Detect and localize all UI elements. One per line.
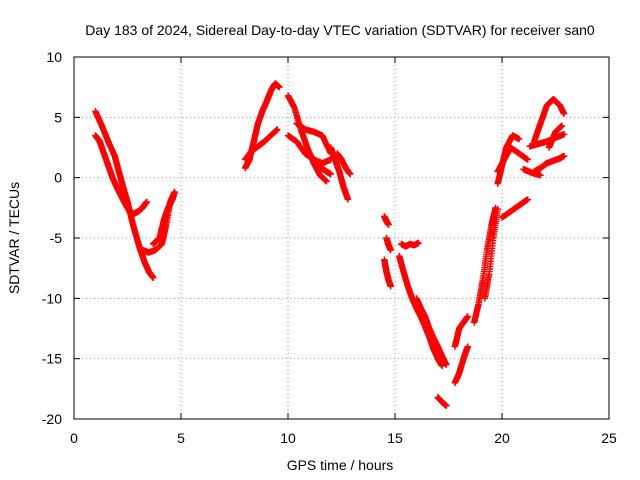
series-arc11 — [327, 144, 352, 203]
series-arc28 — [530, 96, 568, 145]
series-arc6 — [242, 126, 281, 163]
series-arc13 — [381, 213, 392, 228]
x-tick-label: 5 — [177, 430, 185, 446]
series-arc20 — [451, 343, 471, 386]
x-tick-label: 0 — [70, 430, 78, 446]
series-arc5 — [242, 80, 283, 172]
y-tick-label: 0 — [54, 170, 62, 186]
series-arc21 — [451, 313, 471, 350]
x-tick-labels: 0 5 10 15 20 25 — [70, 430, 617, 446]
series-arc26 — [498, 196, 531, 221]
y-tick-label: -10 — [42, 290, 62, 306]
series-arc16 — [398, 239, 422, 250]
series-arc15 — [381, 256, 394, 290]
y-tick-label: -5 — [50, 230, 63, 246]
y-tick-label: -20 — [42, 411, 62, 427]
x-tick-label: 15 — [387, 430, 403, 446]
series-arc2 — [92, 132, 150, 218]
y-tick-label: 10 — [46, 49, 62, 65]
x-axis-label: GPS time / hours — [287, 457, 394, 473]
grid — [74, 57, 609, 419]
series-arc17 — [396, 252, 446, 370]
series-arc23 — [481, 205, 501, 302]
x-tick-label: 25 — [601, 430, 617, 446]
y-tick-labels: -20 -15 -10 -5 0 5 10 — [42, 49, 62, 427]
x-tick-label: 20 — [494, 430, 510, 446]
x-tick-label: 10 — [280, 430, 296, 446]
y-tick-label: 5 — [54, 109, 62, 125]
series-arc24 — [494, 132, 523, 187]
data-points — [92, 80, 568, 409]
series-arc25 — [494, 144, 531, 175]
series-arc18 — [413, 295, 450, 368]
series-arc4 — [150, 188, 178, 248]
series-arc30 — [530, 152, 568, 175]
series-arc1 — [92, 108, 157, 281]
series-arc19 — [434, 394, 450, 409]
series-arc10 — [306, 150, 334, 178]
series-arc12 — [334, 150, 354, 178]
y-tick-label: -15 — [42, 351, 62, 367]
series-arc31 — [545, 122, 566, 151]
plot-frame — [73, 56, 610, 420]
series-arc14 — [383, 234, 394, 254]
chart-title: Day 183 of 2024, Sidereal Day-to-day VTE… — [85, 22, 595, 38]
series-arc9 — [293, 120, 334, 157]
y-axis-label: SDTVAR / TECUs — [6, 182, 22, 294]
